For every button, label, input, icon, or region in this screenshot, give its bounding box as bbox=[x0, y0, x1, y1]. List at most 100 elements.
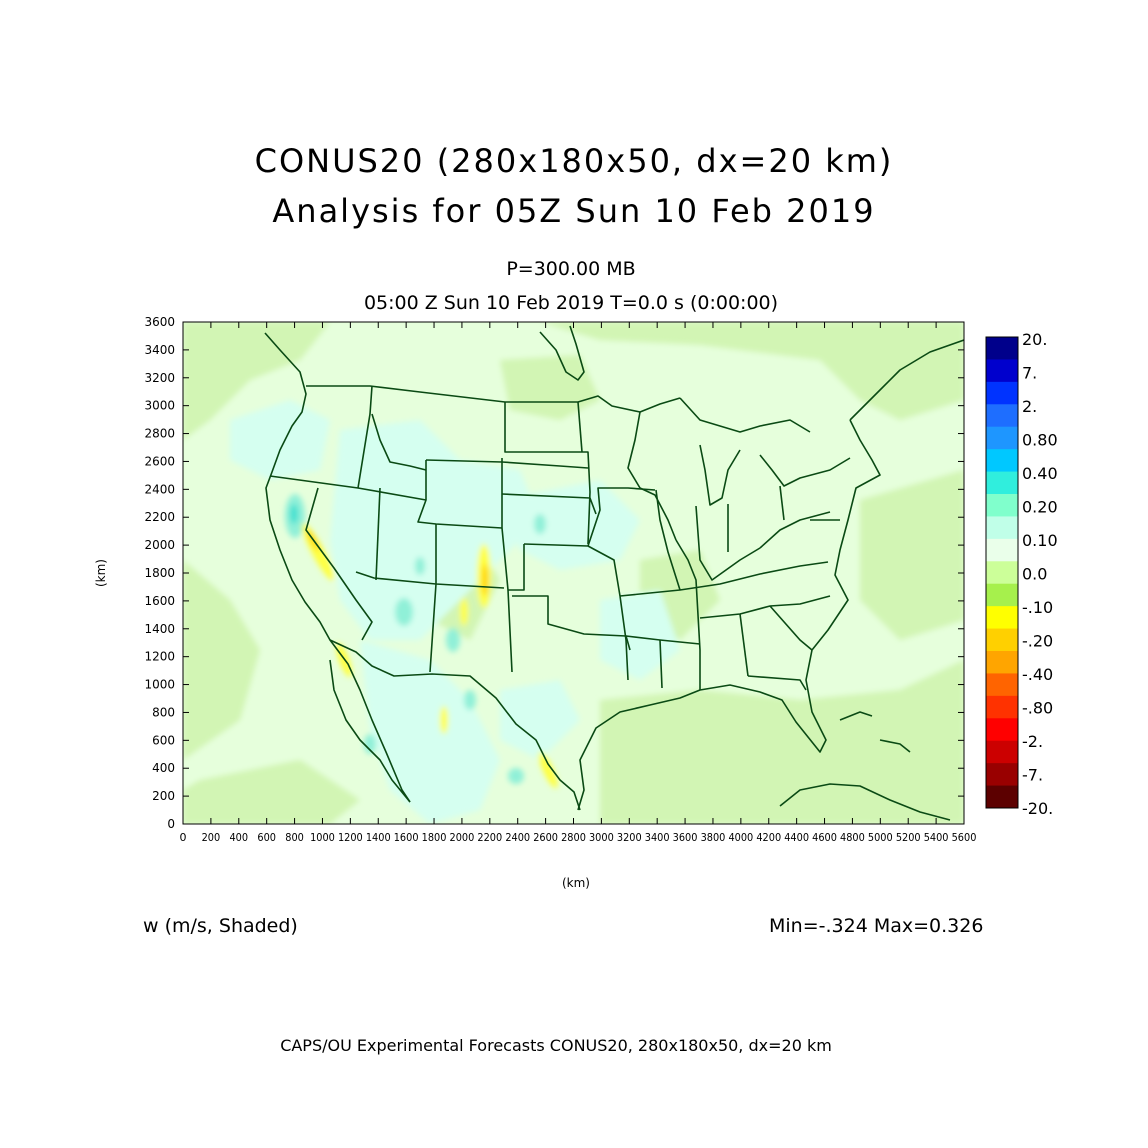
x-tick-label: 5200 bbox=[896, 831, 921, 844]
x-tick-label: 2800 bbox=[561, 831, 586, 844]
x-tick-label: 2600 bbox=[533, 831, 558, 844]
pressure-level: P=300.00 MB bbox=[506, 258, 636, 280]
x-tick-label: 1000 bbox=[310, 831, 335, 844]
x-tick-label: 5600 bbox=[952, 831, 977, 844]
x-tick-label: 5000 bbox=[868, 831, 893, 844]
colorbar-label: 20. bbox=[1022, 330, 1047, 349]
x-tick-label: 1200 bbox=[338, 831, 363, 844]
colorbar-swatch bbox=[986, 583, 1018, 607]
x-tick-label: 400 bbox=[229, 831, 248, 844]
x-tick-label: 2000 bbox=[450, 831, 475, 844]
colorbar-swatch bbox=[986, 381, 1018, 405]
colorbar-label: -.80 bbox=[1022, 699, 1053, 718]
x-tick-label: 3800 bbox=[701, 831, 726, 844]
x-tick-label: 4800 bbox=[840, 831, 865, 844]
colorbar-swatch bbox=[986, 471, 1018, 495]
colorbar-label: 0.0 bbox=[1022, 565, 1047, 584]
x-tick-label: 800 bbox=[285, 831, 304, 844]
colorbar-label: 0.40 bbox=[1022, 464, 1058, 483]
x-tick-label: 2200 bbox=[477, 831, 502, 844]
colorbar-swatch bbox=[986, 651, 1018, 674]
colorbar-swatch bbox=[986, 718, 1018, 742]
colorbar-swatch bbox=[986, 673, 1018, 697]
colorbar-swatch bbox=[986, 337, 1018, 360]
y-tick-label: 1000 bbox=[144, 678, 175, 692]
colorbar-swatch bbox=[986, 606, 1018, 630]
x-tick-label: 3200 bbox=[617, 831, 642, 844]
valid-time: 05:00 Z Sun 10 Feb 2019 T=0.0 s (0:00:00… bbox=[363, 292, 779, 314]
x-axis-ticks: 0 200 400 600 800 1000 1200 1400 1600 1800 2000 220… bbox=[180, 322, 977, 844]
colorbar-swatch bbox=[986, 516, 1018, 540]
colorbar-frame bbox=[985, 336, 1019, 809]
y-tick-label: 400 bbox=[152, 761, 175, 775]
x-tick-label: 0 bbox=[180, 831, 187, 844]
footer-caption: CAPS/OU Experimental Forecasts CONUS20, … bbox=[280, 1036, 832, 1055]
colorbar-swatch bbox=[986, 740, 1018, 764]
x-tick-label: 4400 bbox=[784, 831, 809, 844]
y-tick-label: 2000 bbox=[144, 538, 175, 552]
colorbar-label: -20. bbox=[1022, 799, 1053, 818]
colorbar-swatch bbox=[986, 785, 1018, 809]
y-tick-label: 0 bbox=[167, 817, 175, 831]
x-tick-label: 1800 bbox=[422, 831, 447, 844]
x-tick-label: 600 bbox=[257, 831, 276, 844]
colorbar-swatch bbox=[986, 628, 1018, 652]
x-tick-label: 2400 bbox=[505, 831, 530, 844]
x-tick-label: 3600 bbox=[673, 831, 698, 844]
x-tick-label: 200 bbox=[202, 831, 221, 844]
colorbar-swatch bbox=[986, 359, 1018, 383]
colorbar-swatch bbox=[986, 538, 1018, 562]
y-tick-label: 3200 bbox=[144, 371, 175, 385]
colorbar-swatch bbox=[986, 449, 1018, 473]
y-tick-label: 600 bbox=[152, 733, 175, 747]
chart-subtitle: Analysis for 05Z Sun 10 Feb 2019 bbox=[272, 192, 876, 230]
chart-title: CONUS20 (280x180x50, dx=20 km) bbox=[254, 142, 894, 180]
colorbar-label: -.20 bbox=[1022, 632, 1053, 651]
colorbar-label: 0.20 bbox=[1022, 498, 1058, 517]
colorbar-label: 2. bbox=[1022, 397, 1037, 416]
colorbar-label: -.40 bbox=[1022, 665, 1053, 684]
colorbar-label: -2. bbox=[1022, 732, 1043, 751]
colorbar-swatch bbox=[986, 763, 1018, 787]
colorbar-swatch bbox=[986, 404, 1018, 428]
y-axis-ticks: 0 200 400 600 800 1000 1200 1400 1600 1800 2000 220… bbox=[144, 315, 964, 831]
x-tick-label: 4600 bbox=[812, 831, 837, 844]
colorbar: 20. 7. 2. 0.80 0.40 0.20 0.10 0.0 -.10 -.20 -.40 -.… bbox=[985, 330, 1058, 818]
x-tick-label: 4200 bbox=[756, 831, 781, 844]
y-tick-label: 2800 bbox=[144, 427, 175, 441]
colorbar-label: 0.80 bbox=[1022, 431, 1058, 450]
y-tick-label: 800 bbox=[152, 705, 175, 719]
colorbar-swatch bbox=[986, 561, 1018, 585]
colorbar-label: 7. bbox=[1022, 364, 1037, 383]
colorbar-label: -7. bbox=[1022, 766, 1043, 785]
colorbar-label: -.10 bbox=[1022, 598, 1053, 617]
colorbar-swatch bbox=[986, 695, 1018, 719]
x-axis-label: (km) bbox=[562, 876, 590, 890]
y-tick-label: 200 bbox=[152, 789, 175, 803]
y-axis-label: (km) bbox=[94, 559, 108, 587]
y-tick-label: 2600 bbox=[144, 454, 175, 468]
y-tick-label: 3400 bbox=[144, 343, 175, 357]
colorbar-swatch bbox=[986, 494, 1018, 517]
x-tick-label: 3400 bbox=[645, 831, 670, 844]
y-tick-label: 3000 bbox=[144, 399, 175, 413]
y-tick-label: 1400 bbox=[144, 622, 175, 636]
x-tick-label: 3000 bbox=[589, 831, 614, 844]
w-field bbox=[183, 322, 964, 824]
y-tick-label: 1800 bbox=[144, 566, 175, 580]
min-max-label: Min=-.324 Max=0.326 bbox=[769, 915, 984, 937]
y-tick-label: 1200 bbox=[144, 650, 175, 664]
y-tick-label: 2200 bbox=[144, 510, 175, 524]
x-tick-label: 5400 bbox=[924, 831, 949, 844]
x-tick-label: 1600 bbox=[394, 831, 419, 844]
colorbar-label: 0.10 bbox=[1022, 531, 1058, 550]
y-tick-label: 3600 bbox=[144, 315, 175, 329]
x-tick-label: 4000 bbox=[728, 831, 753, 844]
x-tick-label: 1400 bbox=[366, 831, 391, 844]
y-tick-label: 2400 bbox=[144, 482, 175, 496]
state-boundaries bbox=[264, 325, 964, 821]
y-tick-label: 1600 bbox=[144, 594, 175, 608]
colorbar-swatch bbox=[986, 426, 1018, 450]
variable-label: w (m/s, Shaded) bbox=[143, 915, 298, 937]
